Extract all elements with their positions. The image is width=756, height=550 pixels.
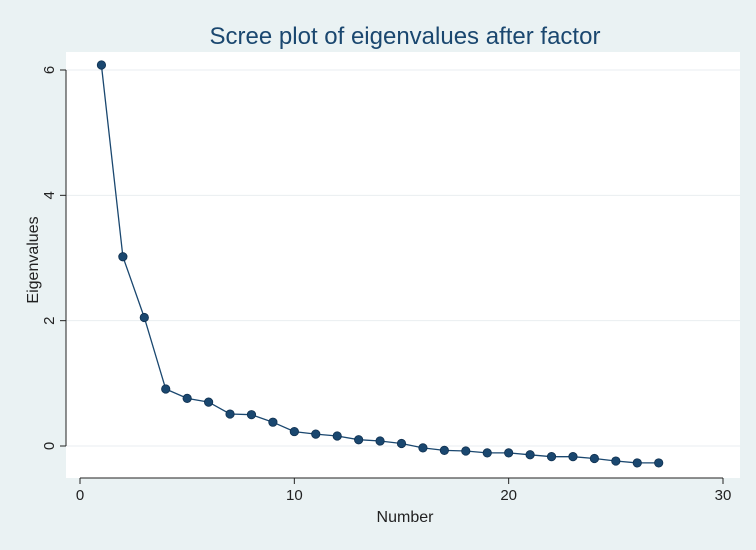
series-group bbox=[96, 60, 664, 468]
data-point bbox=[396, 438, 407, 449]
data-point bbox=[225, 409, 235, 419]
y-axis-ticks: 0 2 4 6 bbox=[41, 66, 66, 450]
data-point bbox=[418, 443, 428, 453]
data-point bbox=[268, 417, 278, 427]
data-point bbox=[375, 436, 385, 446]
data-point bbox=[439, 445, 449, 455]
x-tick-label: 10 bbox=[286, 487, 303, 504]
data-point bbox=[525, 450, 535, 460]
data-point bbox=[568, 452, 578, 462]
data-point bbox=[96, 60, 107, 70]
x-axis-ticks: 0 10 20 30 bbox=[76, 478, 732, 504]
data-point bbox=[354, 435, 364, 445]
data-point bbox=[139, 312, 149, 323]
data-point bbox=[204, 397, 214, 407]
data-point bbox=[182, 393, 192, 403]
x-tick-label: 20 bbox=[500, 487, 517, 504]
y-tick-label: 2 bbox=[41, 316, 58, 324]
y-tick-label: 4 bbox=[41, 191, 58, 199]
data-point bbox=[504, 448, 514, 458]
y-tick-label: 6 bbox=[41, 66, 58, 74]
data-point bbox=[311, 429, 321, 439]
data-point bbox=[161, 384, 171, 394]
y-axis-title: Eigenvalues bbox=[25, 216, 42, 303]
data-point bbox=[654, 458, 664, 468]
x-tick-label: 0 bbox=[76, 487, 84, 504]
gridlines bbox=[66, 69, 740, 447]
plot-area bbox=[66, 52, 740, 478]
data-point bbox=[546, 452, 557, 462]
data-point bbox=[118, 252, 128, 262]
x-tick-label: 30 bbox=[715, 487, 732, 504]
data-point bbox=[482, 448, 492, 458]
chart-title: Scree plot of eigenvalues after factor bbox=[210, 23, 601, 50]
x-axis-title: Number bbox=[377, 509, 435, 526]
y-tick-label: 0 bbox=[41, 442, 58, 450]
data-point bbox=[589, 453, 600, 464]
data-point bbox=[332, 431, 342, 441]
data-point bbox=[632, 458, 642, 468]
data-point bbox=[289, 426, 299, 437]
data-point bbox=[611, 456, 621, 466]
data-point bbox=[246, 410, 257, 420]
data-point bbox=[461, 446, 471, 456]
